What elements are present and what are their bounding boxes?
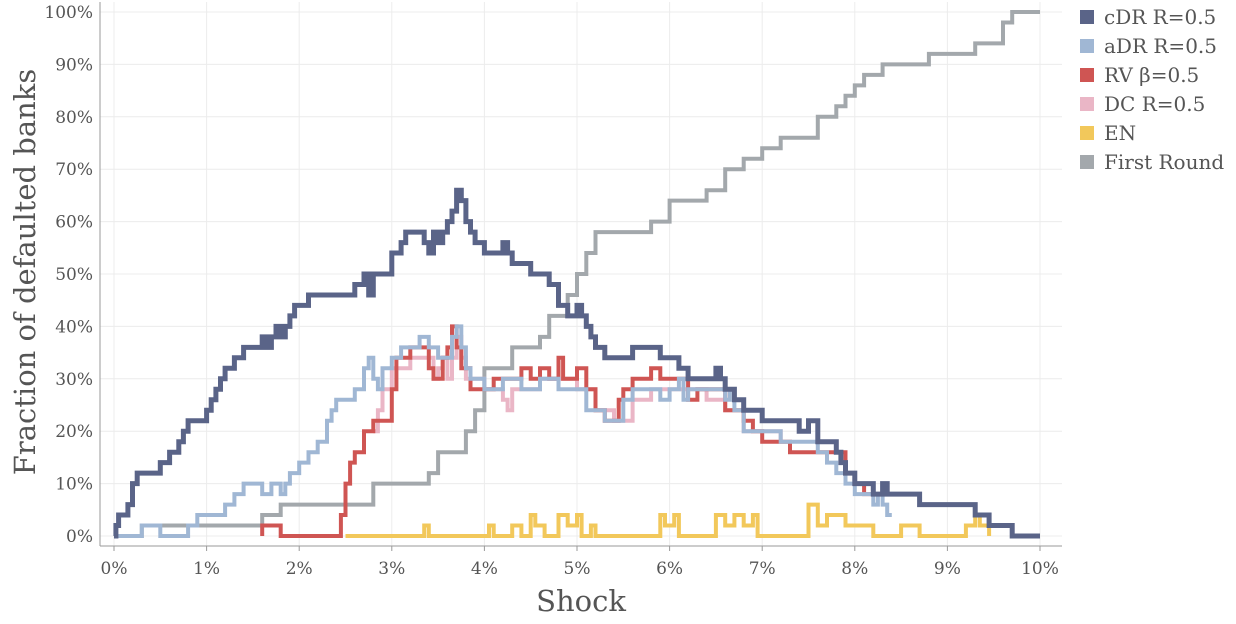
legend-item: cDR R=0.5 xyxy=(1080,2,1224,31)
series-lines xyxy=(113,10,1040,539)
legend-label: First Round xyxy=(1104,149,1225,174)
legend-label: aDR R=0.5 xyxy=(1104,33,1217,58)
legend-label: RV β=0.5 xyxy=(1104,62,1200,87)
legend-swatch xyxy=(1080,38,1094,53)
series-line-cdr-r-0-5 xyxy=(113,187,1040,539)
legend-swatch xyxy=(1080,154,1094,169)
y-tick-label: 70% xyxy=(55,160,93,180)
legend-item: DC R=0.5 xyxy=(1080,89,1224,118)
legend-label: DC R=0.5 xyxy=(1104,91,1206,116)
x-axis-title: Shock xyxy=(536,584,626,618)
series-line-first-round xyxy=(114,10,1040,538)
y-tick-label: 40% xyxy=(55,317,93,337)
legend-item: RV β=0.5 xyxy=(1080,60,1224,89)
legend-item: First Round xyxy=(1080,147,1224,176)
x-tick-label: 5% xyxy=(564,559,591,579)
y-tick-label: 80% xyxy=(55,108,93,128)
legend-swatch xyxy=(1080,96,1094,111)
y-axis-title: Fraction of defaulted banks xyxy=(8,69,42,476)
series-line-adr-r-0-5 xyxy=(114,324,892,538)
x-tick-label: 2% xyxy=(286,559,313,579)
y-tick-label: 60% xyxy=(55,213,93,233)
y-tick-label: 50% xyxy=(55,265,93,285)
y-tick-label: 20% xyxy=(55,422,93,442)
series-line-en xyxy=(345,502,992,538)
x-tick-label: 8% xyxy=(841,559,868,579)
x-tick-label: 4% xyxy=(471,559,498,579)
legend-swatch xyxy=(1080,9,1094,24)
y-tick-label: 0% xyxy=(66,527,93,547)
legend: cDR R=0.5 aDR R=0.5 RV β=0.5 DC R=0.5 EN Firs… xyxy=(1080,2,1224,176)
x-tick-label: 1% xyxy=(193,559,220,579)
legend-item: EN xyxy=(1080,118,1224,147)
y-tick-label: 100% xyxy=(44,3,93,23)
legend-item: aDR R=0.5 xyxy=(1080,31,1224,60)
x-tick-label: 0% xyxy=(101,559,128,579)
legend-label: EN xyxy=(1104,120,1137,145)
x-tick-label: 10% xyxy=(1021,559,1059,579)
y-tick-label: 90% xyxy=(55,55,93,75)
legend-swatch xyxy=(1080,125,1094,140)
y-tick-label: 30% xyxy=(55,370,93,390)
y-tick-label: 10% xyxy=(55,475,93,495)
x-tick-label: 9% xyxy=(934,559,961,579)
legend-label: cDR R=0.5 xyxy=(1104,4,1217,29)
legend-swatch xyxy=(1080,67,1094,82)
x-tick-label: 3% xyxy=(378,559,405,579)
axes xyxy=(99,2,1062,551)
tick-labels: 0% 1% 2% 3% 4% 5% 6% 7% 8% 9% 10% 0% 10% 20% 30% 40% 50%… xyxy=(44,3,1059,579)
x-tick-label: 7% xyxy=(749,559,776,579)
series-line-rv-0-5 xyxy=(260,324,874,538)
x-tick-label: 6% xyxy=(656,559,683,579)
